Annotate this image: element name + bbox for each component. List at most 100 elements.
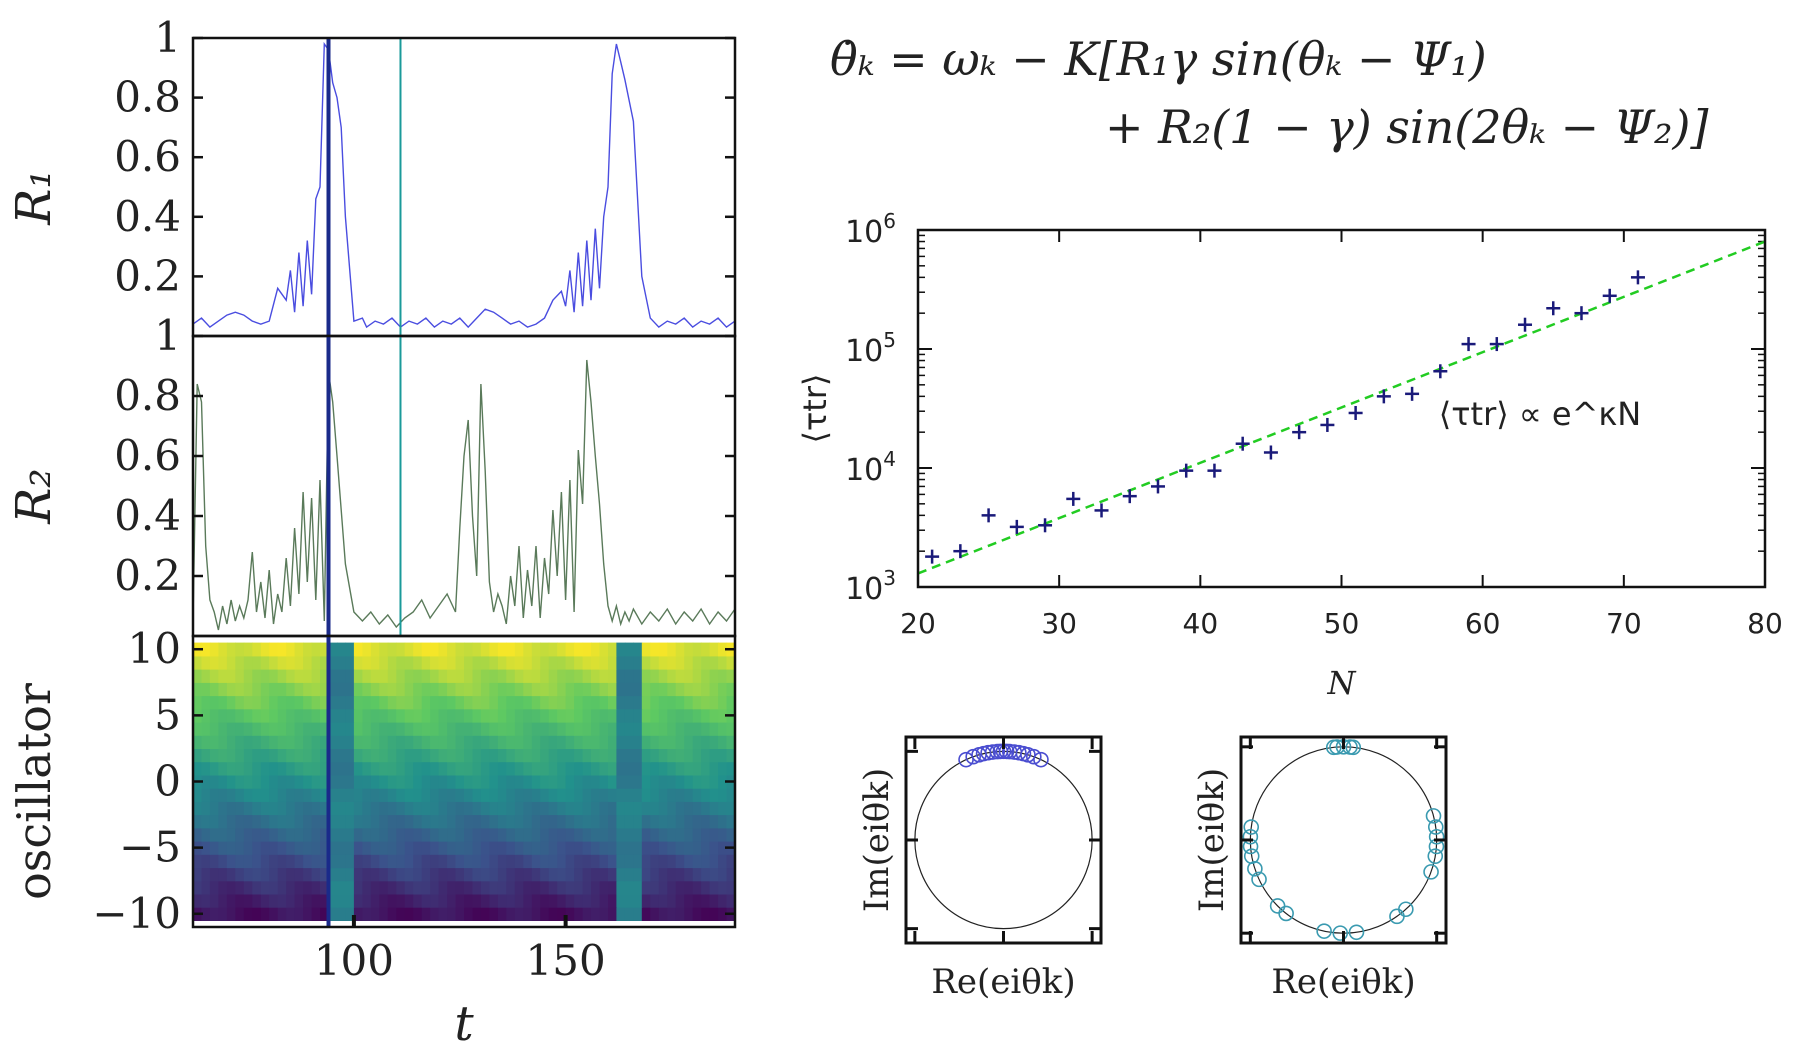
y-tick-label: −10 <box>92 889 181 938</box>
heatmap-cell <box>531 642 541 657</box>
heatmap-cell <box>548 907 558 921</box>
heatmap-cell <box>489 880 499 895</box>
heatmap-cell <box>337 788 347 802</box>
heatmap-cell <box>379 827 389 842</box>
heatmap-cell <box>523 880 533 895</box>
heatmap-cell <box>252 735 262 749</box>
heatmap-cell <box>269 907 279 921</box>
heatmap-cell <box>362 841 372 855</box>
heatmap-cell <box>667 669 677 683</box>
heatmap-cell <box>565 682 575 697</box>
x-tick-label: 150 <box>526 936 606 985</box>
heatmap-cell <box>209 774 219 789</box>
heatmap-cell <box>345 682 355 697</box>
heatmap-cell <box>633 682 643 697</box>
heatmap-cell <box>650 735 660 749</box>
heatmap-cell <box>641 735 651 749</box>
heatmap-cell <box>591 893 601 908</box>
heatmap-cell <box>193 655 203 670</box>
heatmap-cell <box>624 867 634 882</box>
heatmap-cell <box>303 841 313 855</box>
heatmap-cell <box>294 814 304 829</box>
heatmap-cell <box>345 854 355 869</box>
heatmap-cell <box>684 867 694 882</box>
heatmap-cell <box>464 801 474 816</box>
heatmap-cell <box>396 867 406 882</box>
heatmap-cell <box>201 655 211 670</box>
heatmap-cell <box>557 669 567 683</box>
heatmap-cell <box>675 827 685 842</box>
heatmap-cell <box>430 655 440 670</box>
heatmap-cell <box>209 669 219 683</box>
heatmap-cell <box>353 642 363 657</box>
heatmap-cell <box>658 893 668 908</box>
heatmap-cell <box>320 708 330 723</box>
heatmap-cell <box>531 761 541 776</box>
heatmap-cell <box>252 801 262 816</box>
heatmap-cell <box>328 655 338 670</box>
x-tick-label: 50 <box>1324 607 1360 640</box>
heatmap-cell <box>531 735 541 749</box>
panel-frame <box>904 735 1103 945</box>
equation-line-1: θ̇ₖ = ωₖ − K[R₁γ sin(θₖ − Ψ₁) <box>830 32 1487 86</box>
heatmap-cell <box>345 722 355 736</box>
heatmap-cell <box>438 801 448 816</box>
heatmap-cell <box>709 893 719 908</box>
heatmap-cell <box>480 854 490 869</box>
heatmap-cell <box>455 735 465 749</box>
heatmap-cell <box>540 814 550 829</box>
heatmap-cell <box>718 867 728 882</box>
heatmap-cell <box>599 907 609 921</box>
heatmap-cell <box>497 761 507 776</box>
heatmap-cell <box>320 761 330 776</box>
heatmap-cell <box>362 682 372 697</box>
heatmap-cell <box>396 774 406 789</box>
heatmap-cell <box>328 827 338 842</box>
heatmap-cell <box>531 722 541 736</box>
heatmap-cell <box>337 827 347 842</box>
heatmap-cell <box>684 735 694 749</box>
heatmap-cell <box>370 841 380 855</box>
heatmap-cell <box>286 841 296 855</box>
heatmap-cell <box>667 735 677 749</box>
heatmap-cell <box>523 655 533 670</box>
heatmap-cell <box>303 722 313 736</box>
heatmap-cell <box>379 907 389 921</box>
heatmap-cell <box>497 695 507 710</box>
heatmap-cell <box>226 735 236 749</box>
heatmap-cell <box>523 814 533 829</box>
heatmap-cell <box>252 867 262 882</box>
phase-point <box>1242 828 1259 845</box>
heatmap-cell <box>658 854 668 869</box>
heatmap-cell <box>404 841 414 855</box>
heatmap-cell <box>514 788 524 802</box>
heatmap-cell <box>548 748 558 763</box>
heatmap-cell <box>320 642 330 657</box>
heatmap-cell <box>218 801 228 816</box>
heatmap-cell <box>328 735 338 749</box>
heatmap-cell <box>218 841 228 855</box>
heatmap-cell <box>582 880 592 895</box>
heatmap-cell <box>455 867 465 882</box>
heatmap-cell <box>404 827 414 842</box>
heatmap-cell <box>472 814 482 829</box>
heatmap-cell <box>320 827 330 842</box>
heatmap-cell <box>269 788 279 802</box>
heatmap-cell <box>523 854 533 869</box>
heatmap-cell <box>455 642 465 657</box>
heatmap-cell <box>641 761 651 776</box>
heatmap-cell <box>396 841 406 855</box>
heatmap-cell <box>531 655 541 670</box>
heatmap-cell <box>226 669 236 683</box>
heatmap-cell <box>303 774 313 789</box>
heatmap-cell <box>523 867 533 882</box>
phase-point <box>1348 924 1365 941</box>
heatmap-cell <box>430 761 440 776</box>
heatmap-cell <box>328 669 338 683</box>
heatmap-cell <box>235 867 245 882</box>
y-tick-label: 106 <box>845 209 896 250</box>
heatmap-cell <box>413 655 423 670</box>
heatmap-cell <box>311 748 321 763</box>
heatmap-cell <box>667 774 677 789</box>
heatmap-cell <box>472 880 482 895</box>
